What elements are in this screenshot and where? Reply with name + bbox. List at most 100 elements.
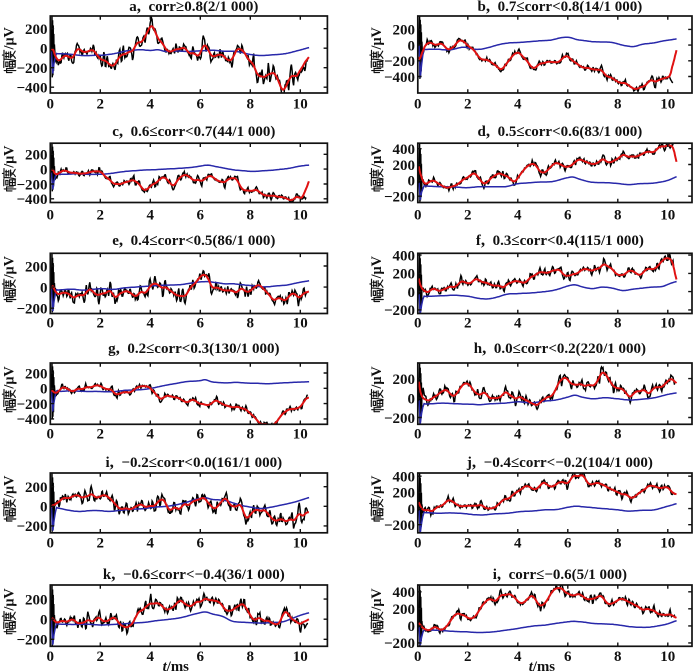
svg-text:4: 4	[514, 649, 522, 665]
svg-text:/μV: /μV	[369, 255, 385, 279]
svg-text:6: 6	[564, 207, 572, 223]
svg-text:10: 10	[293, 649, 308, 665]
svg-text:6: 6	[564, 427, 572, 443]
svg-text:8: 8	[247, 536, 255, 552]
svg-text:6: 6	[564, 316, 572, 332]
svg-text:2: 2	[464, 316, 472, 332]
svg-text:8: 8	[614, 316, 622, 332]
svg-text:10: 10	[293, 97, 308, 113]
svg-text:8: 8	[614, 207, 622, 223]
svg-text:c, 0.6≤corr<0.7(44/1 000): c, 0.6≤corr<0.7(44/1 000)	[112, 121, 275, 140]
svg-text:d, 0.5≤corr<0.6(83/1 000): d, 0.5≤corr<0.6(83/1 000)	[478, 121, 643, 140]
svg-text:4: 4	[514, 207, 522, 223]
svg-text:/μV: /μV	[1, 366, 17, 390]
svg-text:0: 0	[408, 285, 416, 301]
svg-text:/μV: /μV	[1, 145, 17, 169]
svg-text:0: 0	[414, 316, 422, 332]
svg-text:−200: −200	[384, 54, 415, 70]
svg-text:0: 0	[40, 162, 48, 178]
svg-text:10: 10	[660, 207, 675, 223]
svg-text:2: 2	[464, 207, 472, 223]
svg-text:0: 0	[414, 536, 422, 552]
svg-text:200: 200	[393, 158, 416, 174]
svg-text:0: 0	[414, 207, 422, 223]
svg-text:0: 0	[47, 427, 55, 443]
svg-text:2: 2	[97, 316, 105, 332]
svg-text:−200: −200	[16, 397, 47, 413]
svg-text:8: 8	[614, 97, 622, 113]
svg-text:200: 200	[393, 372, 416, 388]
svg-text:k, −0.6≤corr<−0.4(36/1 000): k, −0.6≤corr<−0.4(36/1 000)	[103, 564, 285, 583]
svg-text:0: 0	[414, 649, 422, 665]
svg-text:0: 0	[47, 97, 55, 113]
svg-text:4: 4	[514, 97, 522, 113]
svg-text:2: 2	[97, 649, 105, 665]
svg-text:h, 0.0≤corr<0.2(220/1 000): h, 0.0≤corr<0.2(220/1 000)	[474, 338, 646, 357]
svg-text:10: 10	[293, 316, 308, 332]
svg-text:10: 10	[293, 536, 308, 552]
svg-text:0: 0	[408, 502, 416, 518]
svg-text:10: 10	[660, 97, 675, 113]
svg-text:200: 200	[393, 23, 416, 39]
svg-text:0: 0	[47, 649, 55, 665]
svg-text:200: 200	[25, 148, 48, 164]
svg-text:6: 6	[564, 649, 572, 665]
svg-text:2: 2	[97, 97, 105, 113]
svg-text:6: 6	[197, 97, 205, 113]
svg-text:400: 400	[393, 248, 416, 264]
svg-text:−400: −400	[16, 412, 47, 428]
svg-text:400: 400	[393, 470, 416, 486]
svg-text:10: 10	[293, 427, 308, 443]
svg-text:8: 8	[247, 649, 255, 665]
svg-text:0: 0	[40, 613, 48, 629]
svg-text:10: 10	[660, 316, 675, 332]
svg-text:−200: −200	[16, 177, 47, 193]
svg-text:8: 8	[247, 316, 255, 332]
svg-text:10: 10	[660, 649, 675, 665]
svg-text:−200: −200	[16, 61, 47, 77]
svg-text:0: 0	[40, 280, 48, 296]
svg-text:200: 200	[25, 592, 48, 608]
svg-text:t/ms: t/ms	[163, 659, 190, 672]
svg-text:j, −0.4≤corr<−0.2(104/1 000): j, −0.4≤corr<−0.2(104/1 000)	[466, 452, 653, 471]
svg-text:2: 2	[464, 649, 472, 665]
svg-text:10: 10	[293, 207, 308, 223]
svg-text:8: 8	[247, 97, 255, 113]
svg-text:8: 8	[247, 207, 255, 223]
svg-text:0: 0	[40, 42, 48, 58]
svg-text:b, 0.7≤corr<0.8(14/1 000): b, 0.7≤corr<0.8(14/1 000)	[478, 0, 643, 15]
svg-text:400: 400	[393, 142, 416, 158]
svg-text:2: 2	[97, 427, 105, 443]
svg-text:0: 0	[47, 207, 55, 223]
svg-text:200: 200	[25, 480, 48, 496]
svg-text:−200: −200	[384, 190, 415, 206]
svg-text:f, 0.3≤corr<0.4(115/1 000): f, 0.3≤corr<0.4(115/1 000)	[476, 230, 644, 249]
svg-text:2: 2	[464, 427, 472, 443]
svg-text:/μV: /μV	[1, 475, 17, 499]
svg-text:2: 2	[464, 536, 472, 552]
svg-text:−200: −200	[384, 303, 415, 319]
svg-text:/μV: /μV	[1, 588, 17, 612]
svg-text:0: 0	[408, 619, 416, 635]
svg-text:/μV: /μV	[369, 366, 385, 390]
svg-text:/μV: /μV	[369, 475, 385, 499]
svg-text:/μV: /μV	[1, 255, 17, 279]
svg-text:2: 2	[97, 536, 105, 552]
svg-text:4: 4	[147, 649, 155, 665]
svg-text:10: 10	[660, 427, 675, 443]
svg-text:t/ms: t/ms	[529, 659, 556, 672]
svg-text:2: 2	[97, 207, 105, 223]
svg-text:4: 4	[147, 207, 155, 223]
svg-text:−200: −200	[384, 636, 415, 652]
svg-text:6: 6	[197, 649, 205, 665]
svg-text:4: 4	[147, 316, 155, 332]
svg-text:4: 4	[147, 536, 155, 552]
svg-text:−200: −200	[384, 411, 415, 427]
svg-text:2: 2	[464, 97, 472, 113]
svg-text:6: 6	[197, 316, 205, 332]
svg-text:e, 0.4≤corr<0.5(86/1 000): e, 0.4≤corr<0.5(86/1 000)	[112, 230, 275, 249]
svg-text:400: 400	[393, 585, 416, 601]
svg-text:6: 6	[197, 207, 205, 223]
svg-text:g, 0.2≤corr<0.3(130/1 000): g, 0.2≤corr<0.3(130/1 000)	[108, 338, 279, 357]
svg-text:4: 4	[147, 427, 155, 443]
